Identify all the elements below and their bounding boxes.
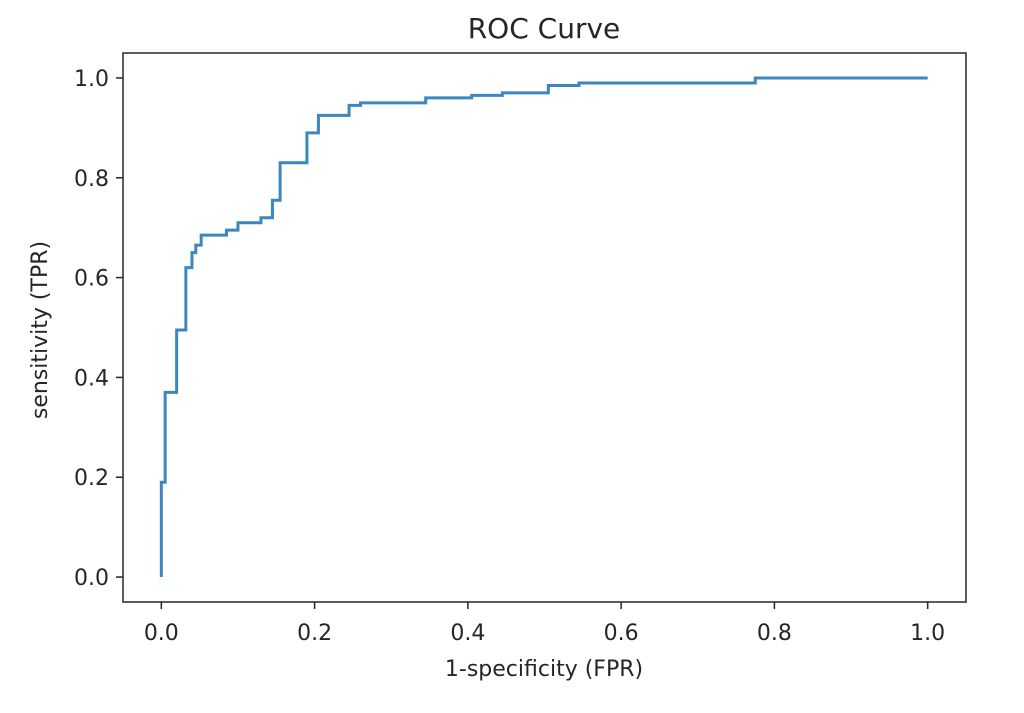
y-tick-label: 0.0 [74, 566, 109, 591]
y-tick-label: 0.2 [74, 466, 109, 491]
y-tick-label: 0.6 [74, 267, 109, 292]
chart-title: ROC Curve [468, 12, 621, 45]
y-tick-label: 0.8 [74, 167, 109, 192]
x-tick-label: 0.2 [297, 621, 332, 646]
y-tick-label: 1.0 [74, 67, 109, 92]
roc-curve-line [159, 76, 928, 578]
x-tick-label: 0.8 [757, 621, 792, 646]
plot-frame [122, 52, 967, 603]
x-tick-label: 0.6 [604, 621, 639, 646]
x-tick-label: 0.0 [144, 621, 179, 646]
y-axis-label: sensitivity (TPR) [28, 241, 53, 419]
y-tick-label: 0.4 [74, 366, 109, 391]
x-tick-label: 0.4 [450, 621, 485, 646]
x-axis-label: 1-specificity (FPR) [445, 657, 643, 682]
y-axis-ticks: 0.0 0.2 0.4 0.6 0.8 1.0 [74, 67, 123, 591]
x-tick-label: 1.0 [910, 621, 945, 646]
x-axis-ticks: 0.0 0.2 0.4 0.6 0.8 1.0 [144, 602, 945, 646]
